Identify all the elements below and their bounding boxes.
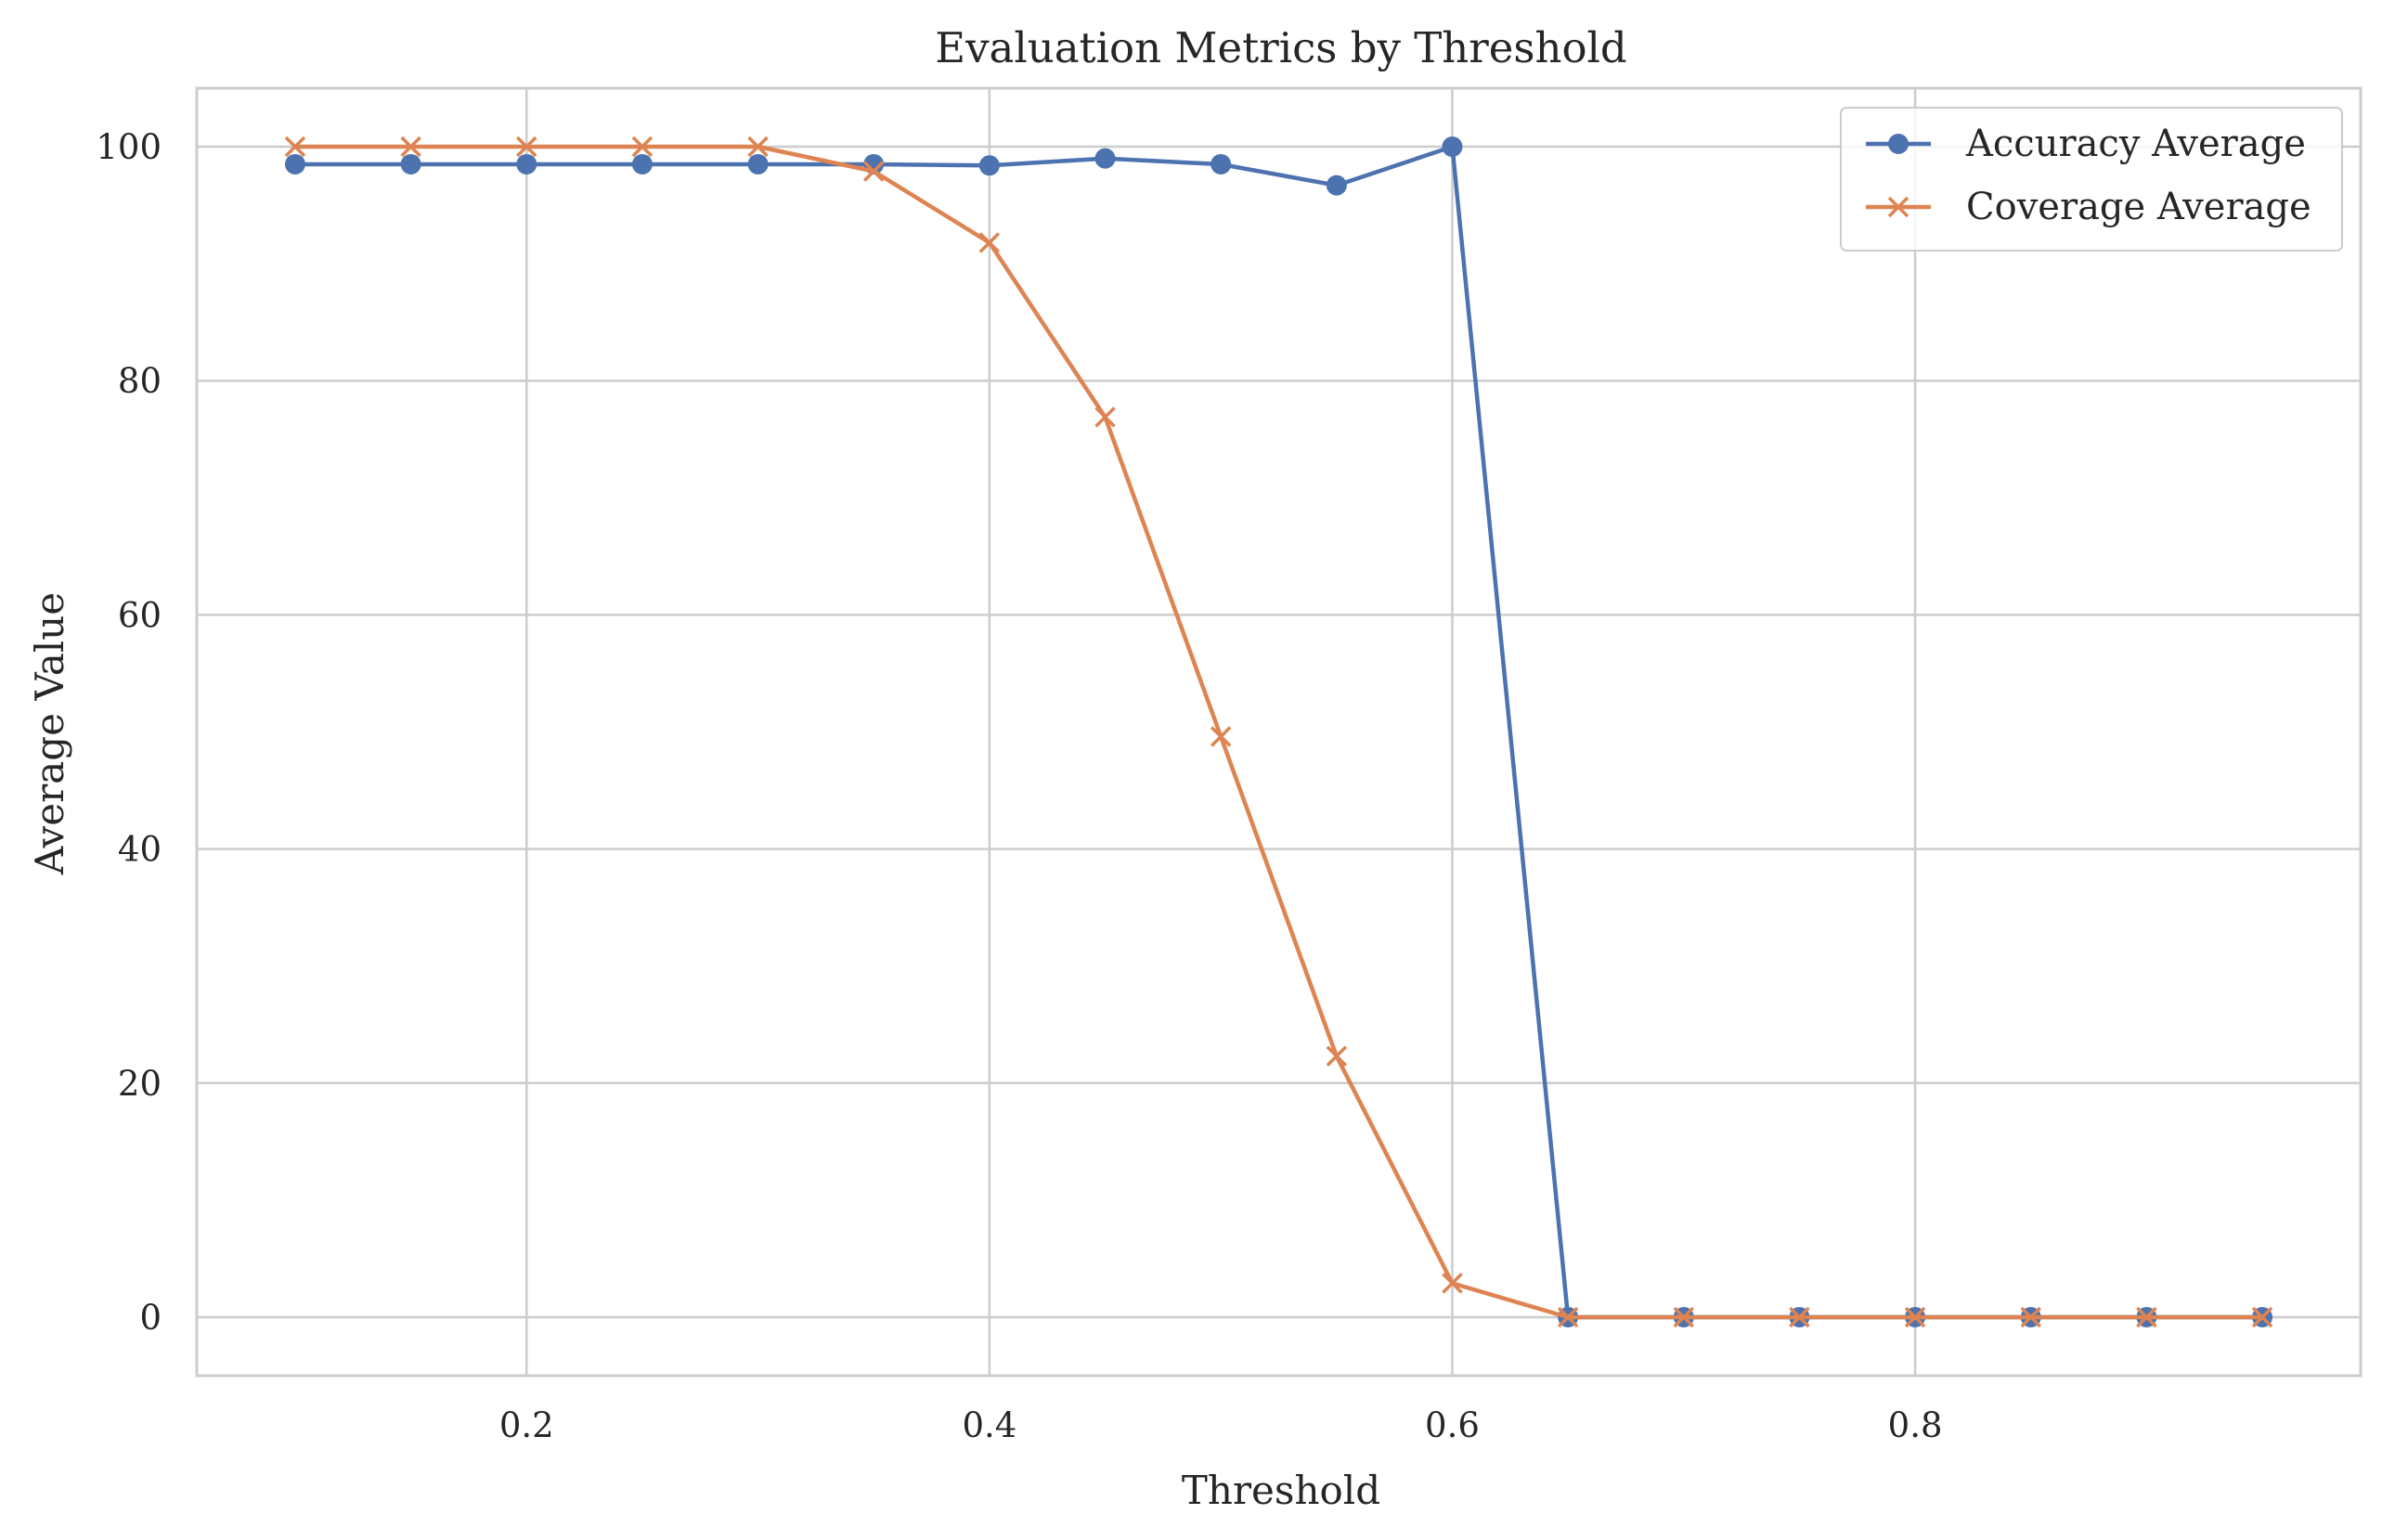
- data-point: [747, 153, 769, 175]
- y-tick-label: 40: [118, 830, 162, 870]
- series-2: [284, 136, 2273, 1328]
- legend-entry: Coverage Average: [1866, 186, 2311, 228]
- y-tick-label: 100: [96, 127, 162, 167]
- x-tick-label: 0.2: [499, 1405, 554, 1445]
- data-point: [747, 136, 769, 158]
- legend-label: Coverage Average: [1966, 186, 2311, 228]
- data-point: [1904, 1306, 1926, 1328]
- data-point: [516, 136, 537, 158]
- data-point: [1673, 1306, 1695, 1328]
- y-tick-label: 80: [118, 361, 162, 401]
- legend-entry: Accuracy Average: [1866, 123, 2306, 165]
- y-tick-label: 60: [118, 595, 162, 635]
- y-axis-title: Average Value: [27, 592, 72, 875]
- data-point: [1442, 136, 1463, 158]
- x-axis-title: Threshold: [1182, 1468, 1380, 1513]
- data-point: [1557, 1306, 1579, 1328]
- data-point: [978, 232, 1001, 253]
- x-tick-label: 0.4: [962, 1405, 1016, 1445]
- legend-label: Accuracy Average: [1965, 123, 2306, 165]
- series-line: [292, 144, 2265, 1320]
- data-point: [631, 153, 653, 175]
- x-axis-ticks: 0.2 0.4 0.6 0.8: [499, 1405, 1943, 1445]
- plot-area-frame: [195, 86, 2363, 1378]
- data-point: [2136, 1306, 2157, 1328]
- legend: Accuracy Average Coverage Average: [1840, 107, 2343, 252]
- data-point: [1210, 153, 1232, 175]
- data-point: [400, 136, 421, 158]
- data-point: [862, 161, 885, 182]
- data-point: [2251, 1306, 2273, 1328]
- chart-title: Evaluation Metrics by Threshold: [935, 23, 1627, 72]
- series-layer: [284, 136, 2273, 1328]
- x-tick-label: 0.6: [1425, 1405, 1480, 1445]
- data-point: [978, 155, 1000, 176]
- data-point: [1326, 175, 1347, 196]
- data-point: [1094, 148, 1116, 169]
- y-axis-ticks: 0 20 40 60 80 100: [96, 127, 162, 1338]
- data-point: [1326, 1045, 1348, 1068]
- legend-box: [1840, 107, 2343, 252]
- data-point: [631, 136, 654, 158]
- data-point: [1789, 1306, 1810, 1328]
- legend-entries: Accuracy Average Coverage Average: [1866, 123, 2311, 228]
- data-point: [284, 153, 305, 175]
- y-tick-label: 0: [139, 1298, 162, 1338]
- legend-marker: [1887, 196, 1909, 218]
- data-point: [1442, 1273, 1463, 1294]
- data-point: [284, 136, 306, 158]
- data-point: [1094, 407, 1116, 428]
- x-tick-label: 0.8: [1888, 1405, 1943, 1445]
- data-point: [400, 153, 421, 175]
- data-point: [2020, 1306, 2041, 1328]
- data-point: [516, 153, 537, 175]
- y-tick-label: 20: [118, 1064, 162, 1104]
- data-point: [1210, 726, 1232, 747]
- legend-marker: [1888, 134, 1909, 154]
